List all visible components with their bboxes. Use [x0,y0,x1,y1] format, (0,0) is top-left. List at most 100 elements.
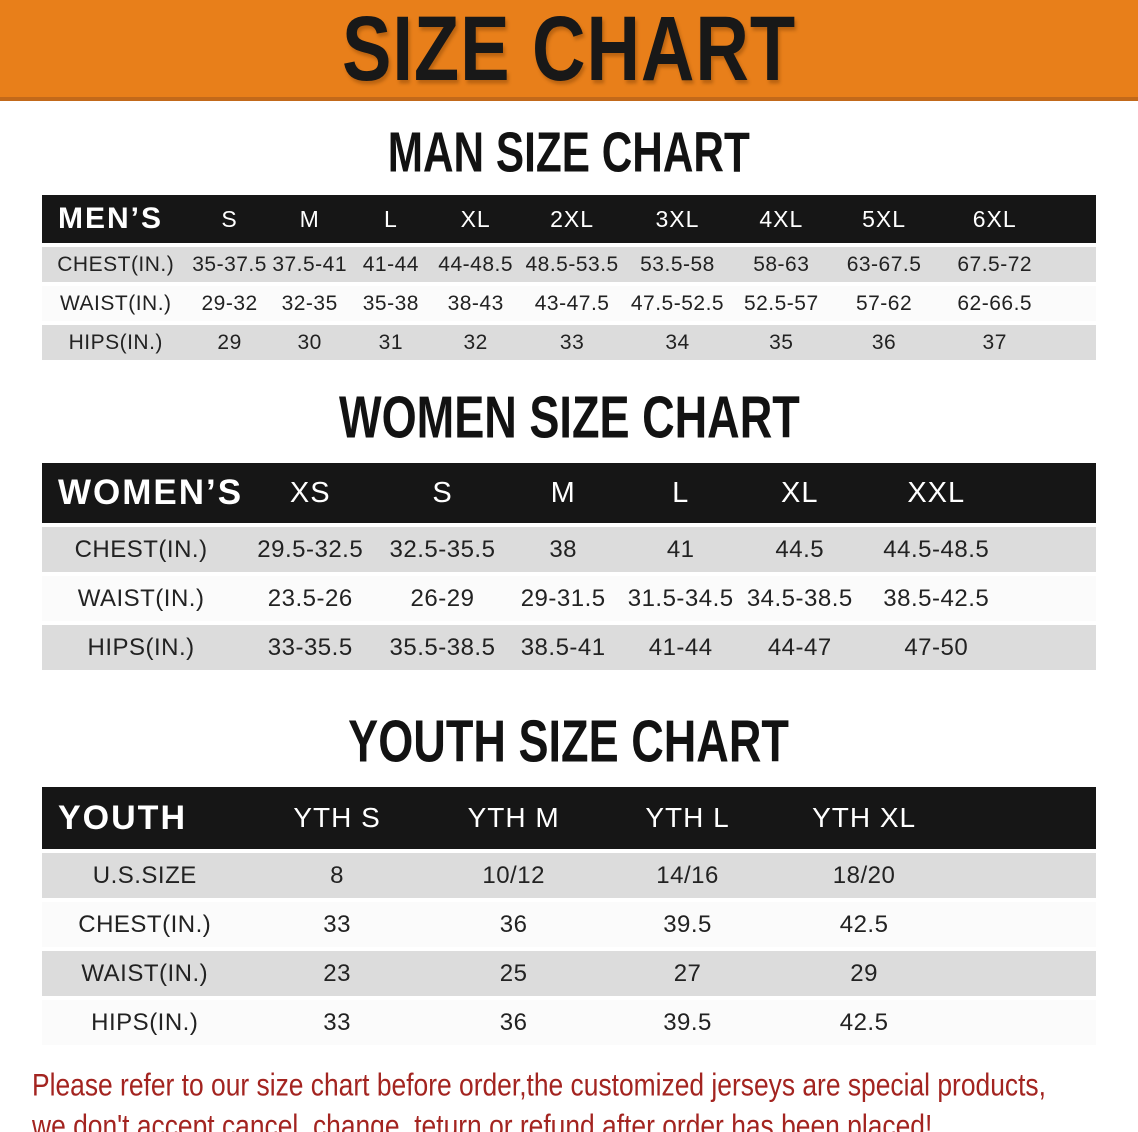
size-column-header: L [349,195,432,245]
row-filler [953,898,1096,949]
size-value: 25 [426,947,601,998]
size-value: 35-37.5 [189,243,270,284]
header-row: WOMEN’S XS S M L XL XXL [42,463,1096,525]
size-column-header: XL [739,463,860,525]
measurement-row: WAIST(IN.) 23.5-26 26-29 29-31.5 31.5-34.5 34… [42,572,1096,623]
size-value: 32.5-35.5 [380,523,505,574]
size-value: 36 [832,321,936,360]
women-table-wrap: WOMEN’S XS S M L XL XXL CHEST(IN.) 29.5-32.5 32.… [0,463,1138,670]
size-value: 53.5-58 [624,243,731,284]
size-value: 42.5 [774,996,954,1045]
size-value: 14/16 [600,849,775,900]
row-filler [953,849,1096,900]
size-value: 31 [349,321,432,360]
size-value: 35.5-38.5 [380,621,505,670]
header-filler [1012,463,1096,525]
size-column-header: M [269,195,350,245]
size-value: 36 [426,996,601,1045]
measurement-row: CHEST(IN.) 33 36 39.5 42.5 [42,898,1096,949]
row-label: WAIST(IN.) [42,282,190,323]
size-value: 36 [426,898,601,949]
size-column-header: YTH M [426,787,601,851]
row-label: CHEST(IN.) [42,898,248,949]
women-section-heading: WOMEN SIZE CHART [0,385,1138,451]
row-label: HIPS(IN.) [42,621,241,670]
women-heading-text: WOMEN SIZE CHART [338,385,800,451]
size-value: 39.5 [600,996,775,1045]
row-filler [1053,243,1096,284]
disclaimer: Please refer to our size chart before or… [32,1065,1138,1132]
size-value: 35 [730,321,833,360]
row-label: U.S.SIZE [42,849,248,900]
size-value: 18/20 [774,849,954,900]
size-value: 34.5-38.5 [739,572,860,623]
row-filler [1012,572,1096,623]
row-label: CHEST(IN.) [42,243,190,284]
size-value: 35-38 [349,282,432,323]
men-section-heading: MAN SIZE CHART [0,120,1138,183]
size-value: 38.5-41 [504,621,622,670]
row-label: CHEST(IN.) [42,523,241,574]
page-title: SIZE CHART [341,0,797,100]
size-column-header: 5XL [832,195,936,245]
size-value: 44-47 [739,621,860,670]
size-value: 37.5-41 [269,243,350,284]
size-value: 33 [519,321,625,360]
size-value: 38-43 [431,282,520,323]
size-value: 39.5 [600,898,775,949]
size-column-header: 4XL [730,195,833,245]
size-column-header: 3XL [624,195,731,245]
size-value: 29.5-32.5 [240,523,381,574]
youth-table-wrap: YOUTH YTH S YTH M YTH L YTH XL U.S.SIZE 8 10/1… [0,787,1138,1045]
banner: SIZE CHART [0,0,1138,101]
size-column-header: XL [431,195,520,245]
size-value: 38 [504,523,622,574]
size-column-header: L [621,463,740,525]
header-row: MEN’S S M L XL 2XL 3XL 4XL 5XL 6XL [42,195,1096,245]
youth-size-table: YOUTH YTH S YTH M YTH L YTH XL U.S.SIZE 8 10/1… [42,787,1096,1045]
size-value: 43-47.5 [519,282,625,323]
size-column-header: 6XL [935,195,1054,245]
size-column-header: XXL [859,463,1013,525]
measurement-row: CHEST(IN.) 35-37.5 37.5-41 41-44 44-48.5 48.5… [42,243,1096,284]
size-value: 29 [774,947,954,998]
size-value: 48.5-53.5 [519,243,625,284]
size-column-header: YTH L [600,787,775,851]
size-value: 37 [935,321,1054,360]
row-label: HIPS(IN.) [42,996,248,1045]
measurement-row: WAIST(IN.) 29-32 32-35 35-38 38-43 43-47.5 47.… [42,282,1096,323]
row-filler [1053,282,1096,323]
row-filler [953,947,1096,998]
size-value: 38.5-42.5 [859,572,1013,623]
size-value: 42.5 [774,898,954,949]
size-value: 57-62 [832,282,936,323]
size-value: 34 [624,321,731,360]
row-label: WAIST(IN.) [42,572,241,623]
size-value: 23 [247,947,427,998]
men-size-table: MEN’S S M L XL 2XL 3XL 4XL 5XL 6XL CHEST(IN.) 35-3… [42,195,1096,360]
size-column-header: 2XL [519,195,625,245]
size-value: 44-48.5 [431,243,520,284]
row-label: WAIST(IN.) [42,947,248,998]
measurement-row: HIPS(IN.) 33 36 39.5 42.5 [42,996,1096,1045]
size-value: 58-63 [730,243,833,284]
size-value: 32-35 [269,282,350,323]
row-filler [953,996,1096,1045]
size-value: 26-29 [380,572,505,623]
size-column-header: YTH S [247,787,427,851]
measurement-row: WAIST(IN.) 23 25 27 29 [42,947,1096,998]
men-heading-text: MAN SIZE CHART [387,120,751,184]
size-value: 67.5-72 [935,243,1054,284]
header-filler [953,787,1096,851]
size-value: 23.5-26 [240,572,381,623]
size-value: 31.5-34.5 [621,572,740,623]
size-value: 44.5 [739,523,860,574]
men-table-wrap: MEN’S S M L XL 2XL 3XL 4XL 5XL 6XL CHEST(IN.) 35-3… [0,195,1138,360]
size-value: 63-67.5 [832,243,936,284]
women-size-table: WOMEN’S XS S M L XL XXL CHEST(IN.) 29.5-32.5 32.… [42,463,1096,670]
table-corner-label: YOUTH [42,787,248,851]
disclaimer-line-1: Please refer to our size chart before or… [32,1068,1046,1103]
table-corner-label: WOMEN’S [42,463,241,525]
size-column-header: YTH XL [774,787,954,851]
size-value: 8 [247,849,427,900]
